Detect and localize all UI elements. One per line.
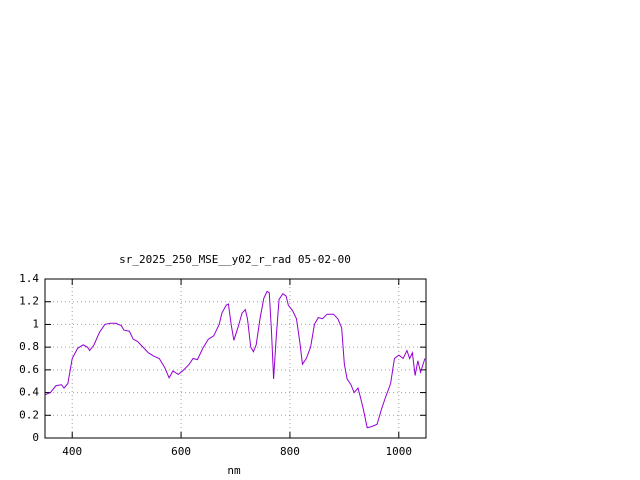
x-tick-label: 800 xyxy=(280,445,300,458)
y-tick-label: 0.2 xyxy=(19,408,39,421)
y-tick-label: 1.2 xyxy=(19,295,39,308)
x-axis-label: nm xyxy=(227,464,241,477)
plot-frame xyxy=(44,278,427,439)
chart-title: sr_2025_250_MSE__y02_r_rad 05-02-00 xyxy=(119,253,351,266)
data-line xyxy=(44,290,426,429)
y-tick-label: 0 xyxy=(32,431,39,444)
x-tick-label: 600 xyxy=(171,445,191,458)
x-tick-label: 1000 xyxy=(386,445,413,458)
y-tick-label: 0.8 xyxy=(19,340,39,353)
x-tick-label: 400 xyxy=(62,445,82,458)
y-tick-label: 0.6 xyxy=(19,363,39,376)
y-tick-label: 1.4 xyxy=(19,272,39,285)
y-tick-label: 0.4 xyxy=(19,386,39,399)
y-tick-label: 1 xyxy=(32,317,39,330)
